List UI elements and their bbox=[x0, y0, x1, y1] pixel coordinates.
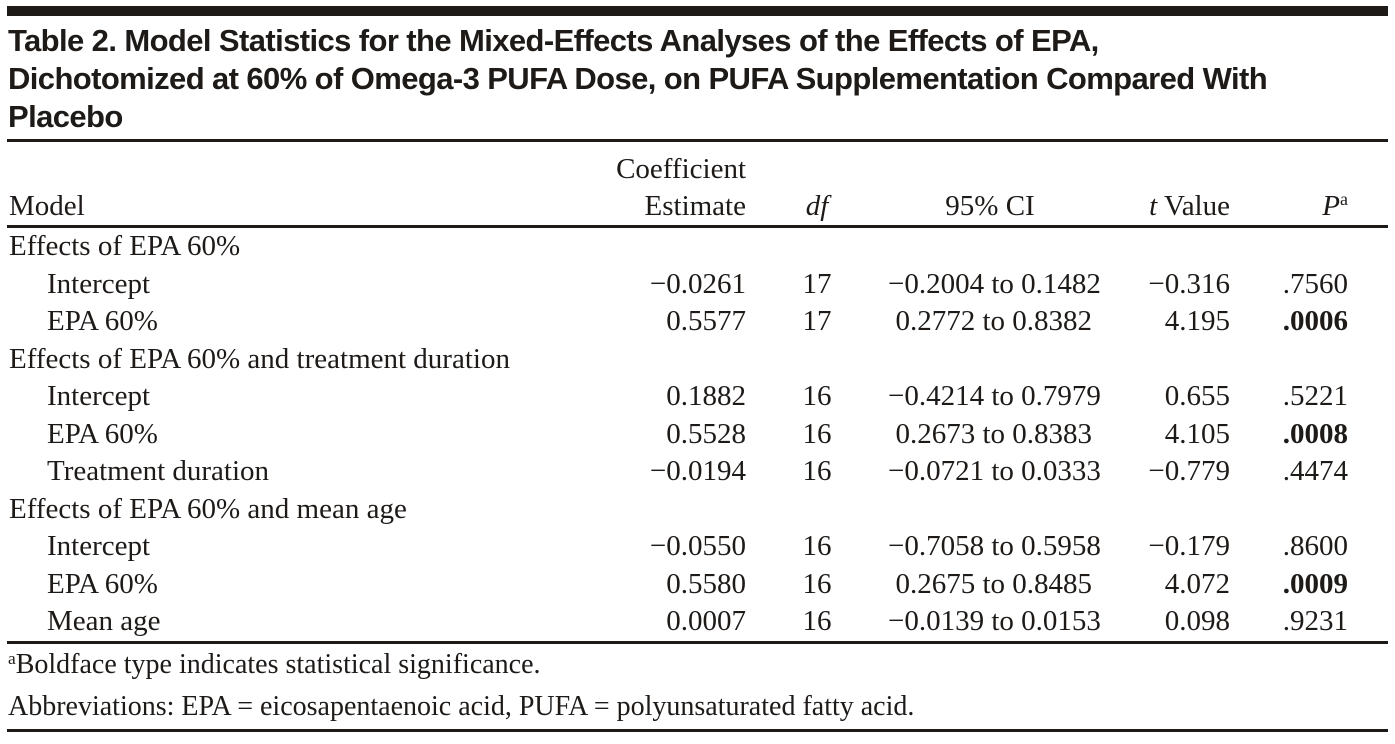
cell-model: EPA 60% bbox=[47, 567, 158, 600]
section-header-row: Effects of EPA 60% bbox=[7, 228, 1388, 266]
cell-ci: −0.0139 to 0.0153 bbox=[888, 605, 1101, 637]
cell-p: .8600 bbox=[1282, 530, 1348, 562]
cell-model: EPA 60% bbox=[47, 305, 158, 337]
footnote-significance: aBoldface type indicates statistical sig… bbox=[8, 648, 541, 680]
cell-ci: −0.2004 to 0.1482 bbox=[888, 267, 1101, 300]
table-header: Coefficient Model Estimate df 95% CI t V… bbox=[0, 151, 1395, 225]
cell-model: Mean age bbox=[47, 605, 161, 637]
cell-ci: 0.2673 to 0.8383 bbox=[895, 417, 1092, 450]
cell-model: Intercept bbox=[47, 380, 151, 412]
table-row: Intercept −0.0261 17 −0.2004 to 0.1482 −… bbox=[7, 266, 1388, 304]
paper-table-figure: Table 2. Model Statistics for the Mixed-… bbox=[0, 6, 1395, 744]
cell-p: .5221 bbox=[1282, 380, 1348, 412]
cell-t-value: 4.105 bbox=[1164, 417, 1230, 450]
footnotes: aBoldface type indicates statistical sig… bbox=[7, 644, 1388, 728]
cell-estimate: 0.5580 bbox=[666, 567, 746, 600]
section-label: Effects of EPA 60% and treatment duratio… bbox=[9, 342, 510, 375]
cell-p: .0006 bbox=[1282, 305, 1348, 337]
table-row: Intercept −0.0550 16 −0.7058 to 0.5958 −… bbox=[7, 528, 1388, 566]
cell-t-value: −0.316 bbox=[1148, 267, 1230, 300]
header-divider-rule bbox=[7, 225, 1388, 228]
cell-estimate: −0.0550 bbox=[649, 530, 746, 562]
col-header-model: Model bbox=[9, 190, 85, 222]
bottom-rule bbox=[7, 728, 1388, 732]
cell-model: Intercept bbox=[47, 530, 151, 562]
col-header-estimate-line1: Coefficient bbox=[616, 153, 746, 185]
cell-p: .0009 bbox=[1282, 567, 1348, 600]
cell-df: 16 bbox=[802, 455, 832, 487]
cell-t-value: 0.655 bbox=[1164, 380, 1230, 412]
col-header-p: Pa bbox=[1322, 189, 1348, 222]
col-header-estimate-line2: Estimate bbox=[644, 190, 746, 222]
cell-t-value: −0.779 bbox=[1148, 455, 1230, 487]
section-label: Effects of EPA 60% bbox=[9, 230, 241, 262]
title-divider-rule bbox=[7, 139, 1388, 142]
cell-df: 16 bbox=[802, 605, 832, 637]
cell-t-value: −0.179 bbox=[1148, 530, 1230, 562]
cell-estimate: 0.1882 bbox=[666, 380, 746, 412]
cell-df: 17 bbox=[802, 267, 832, 300]
table-row: Mean age 0.0007 16 −0.0139 to 0.0153 0.0… bbox=[7, 603, 1388, 641]
body-footer-rule bbox=[7, 640, 1388, 644]
cell-model: Intercept bbox=[47, 267, 151, 300]
table-row: EPA 60% 0.5580 16 0.2675 to 0.8485 4.072… bbox=[7, 566, 1388, 604]
footnote-abbreviations: Abbreviations: EPA = eicosapentaenoic ac… bbox=[8, 690, 915, 722]
cell-t-value: 4.195 bbox=[1164, 305, 1230, 337]
cell-df: 16 bbox=[802, 567, 832, 600]
cell-t-value: 0.098 bbox=[1164, 605, 1230, 637]
cell-ci: −0.4214 to 0.7979 bbox=[888, 380, 1101, 412]
cell-estimate: −0.0261 bbox=[649, 267, 746, 300]
cell-ci: −0.7058 to 0.5958 bbox=[888, 530, 1101, 562]
cell-p: .7560 bbox=[1282, 267, 1348, 300]
table-row: EPA 60% 0.5577 17 0.2772 to 0.8382 4.195… bbox=[7, 303, 1388, 341]
cell-t-value: 4.072 bbox=[1164, 567, 1230, 600]
cell-ci: −0.0721 to 0.0333 bbox=[888, 455, 1101, 487]
table-row: EPA 60% 0.5528 16 0.2673 to 0.8383 4.105… bbox=[7, 416, 1388, 454]
table-title: Table 2. Model Statistics for the Mixed-… bbox=[8, 22, 1388, 136]
cell-p: .9231 bbox=[1282, 605, 1348, 637]
section-label: Effects of EPA 60% and mean age bbox=[9, 492, 407, 525]
col-header-t-value: t Value bbox=[1149, 190, 1230, 222]
header-row-2: Model Estimate df 95% CI t Value Pa bbox=[7, 188, 1388, 225]
table-row: Intercept 0.1882 16 −0.4214 to 0.7979 0.… bbox=[7, 378, 1388, 416]
col-header-df: df bbox=[805, 190, 829, 222]
col-header-ci: 95% CI bbox=[945, 190, 1035, 222]
cell-df: 16 bbox=[802, 417, 832, 450]
cell-model: Treatment duration bbox=[47, 455, 270, 487]
table-title-line-1: Table 2. Model Statistics for the Mixed-… bbox=[8, 23, 1099, 58]
table-title-line-3: Placebo bbox=[8, 99, 123, 134]
header-row-1: Coefficient bbox=[7, 151, 1388, 188]
cell-ci: 0.2772 to 0.8382 bbox=[895, 305, 1092, 337]
cell-ci: 0.2675 to 0.8485 bbox=[895, 567, 1092, 600]
table-row: Treatment duration −0.0194 16 −0.0721 to… bbox=[7, 453, 1388, 491]
cell-df: 17 bbox=[802, 305, 832, 337]
section-header-row: Effects of EPA 60% and mean age bbox=[7, 491, 1388, 529]
cell-estimate: 0.0007 bbox=[666, 605, 746, 637]
cell-df: 16 bbox=[802, 380, 832, 412]
top-rule-bar bbox=[7, 6, 1388, 16]
cell-model: EPA 60% bbox=[47, 417, 158, 450]
cell-estimate: −0.0194 bbox=[649, 455, 746, 487]
cell-estimate: 0.5577 bbox=[666, 305, 746, 337]
table-title-line-2: Dichotomized at 60% of Omega-3 PUFA Dose… bbox=[8, 61, 1268, 96]
table-body: Effects of EPA 60% Intercept −0.0261 17 … bbox=[0, 228, 1395, 641]
cell-p: .4474 bbox=[1282, 455, 1348, 487]
cell-p: .0008 bbox=[1282, 417, 1348, 450]
section-header-row: Effects of EPA 60% and treatment duratio… bbox=[7, 341, 1388, 379]
cell-estimate: 0.5528 bbox=[666, 417, 746, 450]
cell-df: 16 bbox=[802, 530, 832, 562]
